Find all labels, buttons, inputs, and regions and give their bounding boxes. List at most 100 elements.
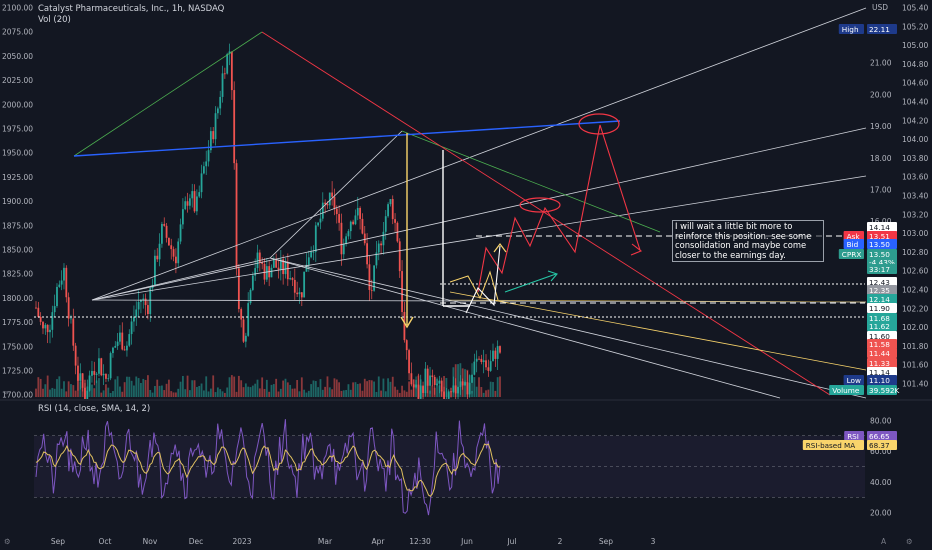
candle-body [272, 260, 275, 268]
axis-icons[interactable]: ⚙ A ⚙ » [4, 388, 913, 546]
volume-bar [268, 391, 271, 397]
volume-bar [256, 379, 259, 397]
price-tag-value: 12.14 [869, 295, 890, 304]
volume-bar [95, 380, 98, 397]
main-pane[interactable] [0, 0, 932, 398]
price-tag-bg [867, 367, 897, 377]
yellow-arrow-head [400, 316, 414, 329]
candle-body [202, 166, 205, 174]
candle-body [193, 191, 196, 212]
volume-bar [65, 391, 68, 397]
candle-body [499, 346, 501, 353]
volume-bar [314, 381, 317, 397]
candle-body [226, 53, 229, 74]
volume-bar [221, 391, 224, 397]
candle-body [186, 201, 189, 206]
volume-bar [352, 382, 355, 397]
volume-bar [440, 389, 443, 397]
candle-body [72, 318, 75, 346]
right-axis-tick: 20.00 [870, 90, 892, 99]
chart-header: Catalyst Pharmaceuticals, Inc., 1h, NASD… [38, 4, 224, 26]
price-tag-label-bg [829, 385, 864, 395]
price-tag-bg [867, 249, 897, 259]
candle-body [133, 316, 135, 322]
candle-body [191, 191, 194, 199]
rsi-pane[interactable]: 80.00 60.00 40.00 20.00 RSI (14, close, SMA,… [0, 399, 932, 529]
price-tag-label-bg [843, 231, 864, 241]
volume-bar [387, 378, 389, 397]
left-axis-tick: 2050.00 [2, 52, 33, 61]
price-tag-value: 11.14 [869, 368, 890, 377]
candle-body [401, 271, 403, 313]
right-axis-tick: 18.00 [870, 154, 892, 163]
candle-body [156, 255, 159, 260]
candle-body [140, 299, 142, 302]
right-axis-tick: 21.00 [870, 59, 892, 68]
candle-body [135, 309, 138, 317]
candle-body [342, 243, 345, 255]
trend-line [91, 257, 271, 301]
candle-body [91, 371, 93, 376]
volume-bar [279, 388, 282, 397]
candle-body [244, 335, 247, 342]
volume-bar [415, 379, 417, 397]
candle-body [317, 222, 320, 226]
volume-bar [438, 385, 441, 397]
volume-bar [188, 390, 191, 397]
volume-bar [72, 385, 75, 397]
settings-icon: ⚙ [906, 537, 913, 546]
text-annotation[interactable]: I will wait a little bit more to reinfor… [672, 220, 824, 262]
volume-bar [340, 390, 343, 397]
rsi-pane-bg [0, 399, 932, 529]
volume-bar [331, 389, 334, 397]
trend-line [91, 127, 867, 301]
candle-body [149, 288, 152, 315]
x-axis: Sep Oct Nov Dec 2023 Mar Apr 12:30 Jun Jul 2 Sep 3 [51, 537, 656, 546]
candle-body [284, 262, 287, 275]
candle-body [102, 373, 105, 376]
volume-bar [112, 391, 114, 397]
candle-body [296, 292, 299, 295]
rsi-tag-label-bg [802, 440, 864, 450]
volume-bar [382, 378, 385, 397]
candle-body [363, 233, 366, 244]
candle-body [216, 108, 219, 114]
price-tag-value: 11.33 [869, 359, 890, 368]
volume-bar [361, 390, 364, 397]
price-tag-bg [867, 264, 897, 274]
volume-bar [121, 391, 124, 397]
candle-body [37, 307, 40, 317]
candle-body [328, 192, 331, 206]
volume-bar [88, 375, 91, 397]
volume-bar [126, 376, 128, 397]
left-axis-tick: 2075.00 [2, 28, 33, 37]
candle-body [356, 208, 359, 216]
candle-body [56, 286, 58, 307]
volume-bar [79, 381, 82, 397]
volume-bar [478, 377, 480, 397]
currency-label: USD [872, 3, 888, 12]
candle-body [223, 73, 226, 75]
volume-bar [240, 380, 243, 397]
volume-bar [429, 390, 431, 397]
candle-body [261, 262, 264, 264]
candle-body [51, 312, 54, 330]
candle-body [426, 368, 429, 386]
volume-bar [142, 378, 145, 397]
volume-bar [447, 392, 450, 397]
candle-body [382, 231, 385, 246]
candle-body [480, 358, 483, 363]
rsi-tag-bg [867, 440, 897, 450]
trend-line [91, 7, 867, 301]
candle-body [300, 292, 303, 298]
far-right-axis-tick: 104.80 [902, 60, 928, 69]
volume-bar [459, 363, 462, 397]
trend-line [73, 31, 263, 157]
volume-bar [249, 387, 252, 397]
candle-body [310, 251, 313, 258]
price-tag-value: 11.62 [869, 322, 890, 331]
trend-line [449, 291, 867, 371]
volume-bar [419, 379, 422, 397]
candle-body [188, 198, 191, 206]
